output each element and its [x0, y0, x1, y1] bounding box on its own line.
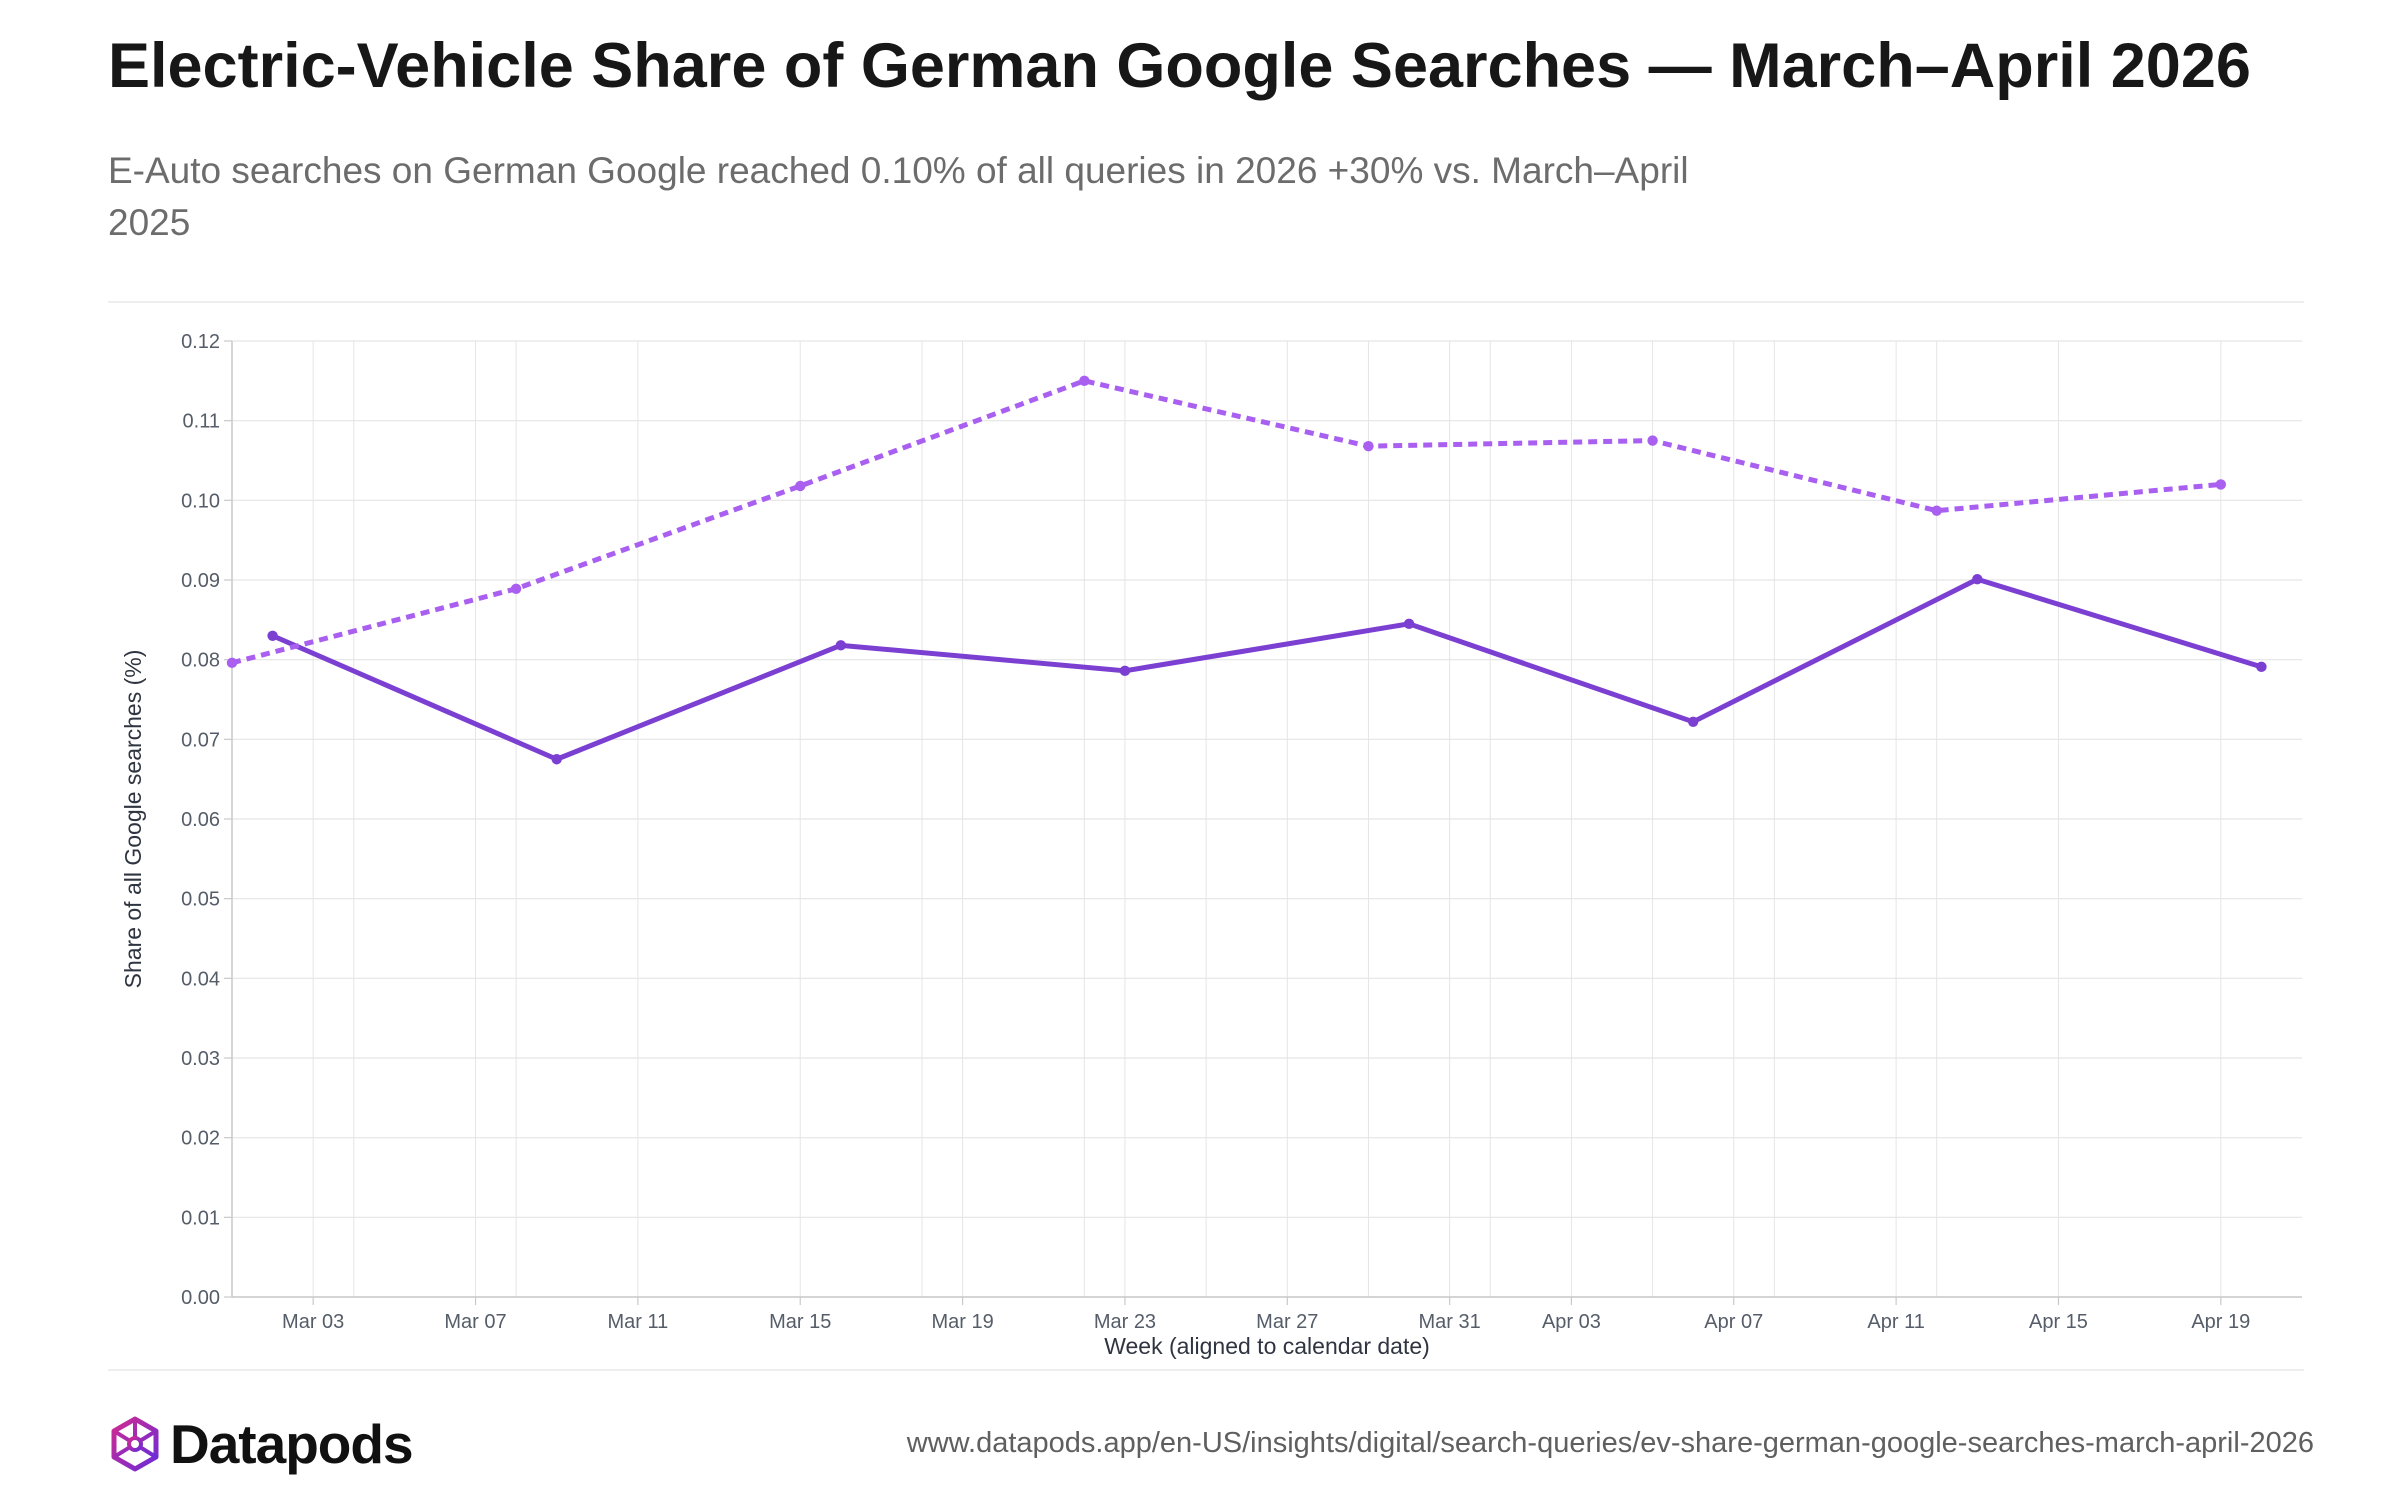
- x-tick-label: Apr 15: [2029, 1311, 2088, 1333]
- y-tick-label: 0.02: [181, 1128, 220, 1150]
- y-tick-label: 0.00: [181, 1287, 220, 1309]
- x-tick-label: Mar 03: [282, 1311, 344, 1333]
- series-layer: [226, 375, 2267, 765]
- x-tick-label: Mar 07: [444, 1311, 506, 1333]
- series-point-2026: [1119, 665, 1131, 677]
- x-tick-label: Mar 19: [931, 1311, 993, 1333]
- top-divider: [108, 301, 2304, 303]
- x-tick-label: Mar 15: [769, 1311, 831, 1333]
- series-point-2026: [551, 754, 562, 765]
- x-tick-label: Mar 31: [1419, 1311, 1481, 1333]
- x-axis-title: Week (aligned to calendar date): [1104, 1333, 1430, 1359]
- label-layer: 0.00 0.01 0.02 0.03 0.04 0.05 0.06 0.07 0.08 0.09…: [120, 331, 2250, 1359]
- series-point-2026: [1687, 716, 1699, 728]
- series-point-2026: [1972, 574, 1983, 585]
- y-tick-label: 0.11: [183, 411, 220, 433]
- y-tick-label: 0.06: [181, 809, 220, 831]
- y-axis-title: Share of all Google searches (%): [120, 650, 146, 989]
- series-point-2026: [2256, 661, 2267, 673]
- y-tick-label: 0.01: [181, 1207, 220, 1229]
- series-point-2025: [1931, 505, 1942, 516]
- cube-network-logo-icon: [111, 1416, 159, 1472]
- series-point-2025: [2215, 479, 2227, 490]
- chart-title: Electric-Vehicle Share of German Google …: [108, 31, 2251, 101]
- x-tick-label: Apr 03: [1542, 1311, 1601, 1333]
- x-tick-label: Apr 11: [1867, 1311, 1924, 1333]
- x-tick-label: Mar 11: [607, 1311, 668, 1333]
- y-tick-label: 0.05: [181, 889, 220, 911]
- brand-name: Datapods: [170, 1413, 414, 1475]
- y-tick-label: 0.04: [181, 968, 220, 990]
- y-tick-label: 0.08: [181, 650, 220, 672]
- series-point-2025: [1647, 435, 1658, 446]
- source-url-link[interactable]: www.datapods.app/en-US/insights/digital/…: [906, 1427, 2314, 1459]
- series-point-2025: [226, 657, 238, 669]
- series-point-2026: [267, 630, 278, 641]
- series-point-2026: [1403, 618, 1415, 630]
- grid-layer: [231, 340, 2302, 1298]
- series-point-2025: [1079, 375, 1090, 387]
- bottom-divider: [108, 1369, 2304, 1371]
- axis-layer: [224, 340, 2302, 1305]
- x-tick-label: Apr 07: [1704, 1311, 1763, 1333]
- series-point-2025: [795, 480, 806, 492]
- series-point-2026: [835, 640, 847, 651]
- x-tick-label: Mar 23: [1094, 1311, 1156, 1333]
- series-line-2025: [231, 378, 2222, 666]
- series-point-2025: [510, 583, 522, 594]
- series-line-2026: [270, 576, 2264, 762]
- y-tick-label: 0.07: [181, 729, 220, 751]
- brand-logo[interactable]: Datapods: [108, 1412, 414, 1476]
- y-tick-label: 0.10: [181, 490, 220, 512]
- y-tick-label: 0.03: [181, 1048, 220, 1070]
- series-point-2025: [1363, 440, 1374, 452]
- y-tick-label: 0.09: [181, 570, 220, 592]
- y-tick-label: 0.12: [181, 331, 220, 353]
- x-tick-label: Mar 27: [1256, 1311, 1318, 1333]
- chart-subtitle: E-Auto searches on German Google reached…: [108, 150, 1689, 243]
- x-tick-label: Apr 19: [2191, 1311, 2250, 1333]
